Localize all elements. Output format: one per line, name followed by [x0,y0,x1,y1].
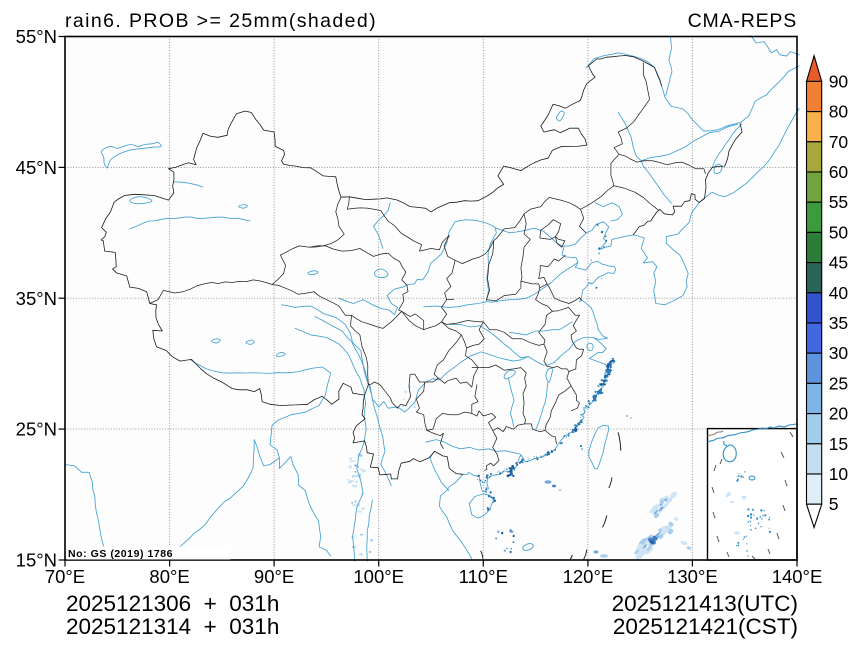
svg-text:80°E: 80°E [149,566,189,587]
svg-text:25: 25 [829,373,848,393]
svg-text:10: 10 [829,464,849,484]
svg-text:45°N: 45°N [16,157,57,178]
svg-text:140°E: 140°E [772,566,823,587]
svg-text:30: 30 [829,343,849,363]
svg-text:70°E: 70°E [45,566,85,587]
svg-text:130°E: 130°E [667,566,718,587]
svg-text:2025121306 + 031h: 2025121306 + 031h [66,591,279,616]
svg-text:No: GS (2019) 1786: No: GS (2019) 1786 [68,548,173,560]
svg-text:CMA-REPS: CMA-REPS [688,10,797,32]
svg-text:2025121421(CST): 2025121421(CST) [613,614,798,639]
svg-text:40: 40 [829,283,849,303]
svg-text:90: 90 [829,71,849,91]
svg-text:35: 35 [829,313,848,333]
svg-text:5: 5 [829,494,839,514]
svg-text:110°E: 110°E [459,566,508,587]
svg-text:55°N: 55°N [16,26,57,47]
svg-text:120°E: 120°E [563,566,614,587]
svg-text:rain6. PROB >= 25mm(shaded): rain6. PROB >= 25mm(shaded) [65,10,377,32]
svg-text:20: 20 [829,404,849,424]
svg-text:100°E: 100°E [353,566,404,587]
svg-text:50: 50 [829,222,849,242]
svg-text:80: 80 [829,102,849,122]
svg-text:15°N: 15°N [16,550,57,571]
svg-text:2025121413(UTC): 2025121413(UTC) [612,591,798,616]
svg-text:90°E: 90°E [254,566,294,587]
svg-text:60: 60 [829,162,849,182]
svg-text:25°N: 25°N [16,419,57,440]
svg-text:55: 55 [829,192,848,212]
svg-text:15: 15 [829,434,848,454]
svg-text:45: 45 [829,253,848,273]
svg-text:35°N: 35°N [16,288,57,309]
svg-text:70: 70 [829,132,849,152]
svg-text:2025121314 + 031h: 2025121314 + 031h [66,614,279,639]
